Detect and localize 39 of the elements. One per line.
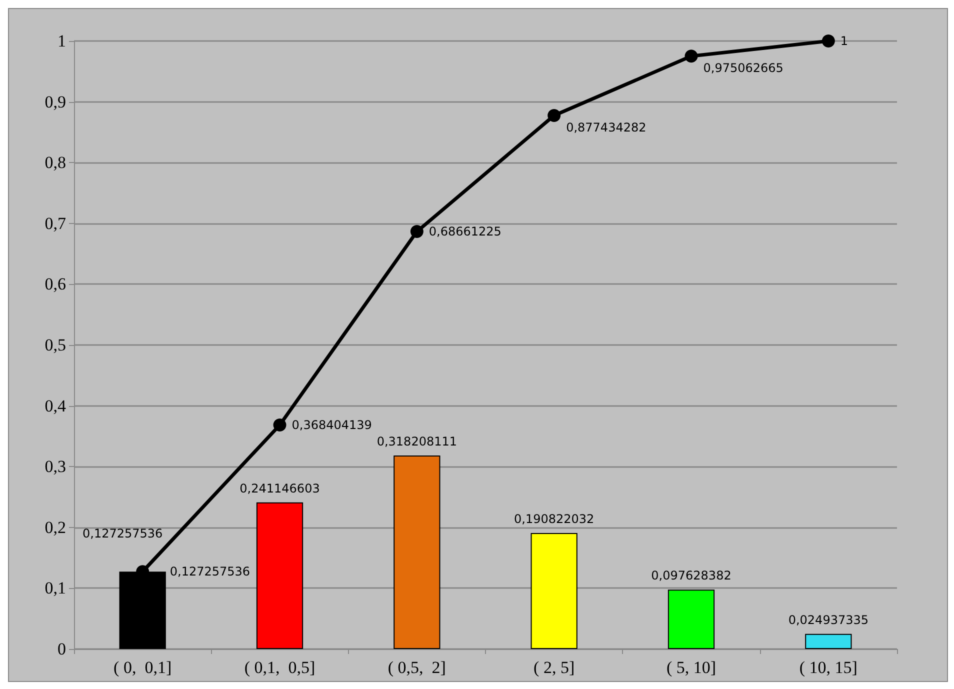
point <box>410 225 424 238</box>
data-label: 0,127257536 <box>82 526 163 541</box>
bar <box>256 502 304 649</box>
y-tick-label: 0,6 <box>44 274 66 294</box>
y-tick-label: 0,2 <box>44 518 66 537</box>
data-label: 0,975062665 <box>703 61 784 76</box>
data-label: 0,097628382 <box>651 568 732 583</box>
data-label: 0,318208111 <box>376 434 458 449</box>
data-label: 0,024937335 <box>788 612 869 627</box>
bar <box>805 634 852 649</box>
y-tick-label: 0,3 <box>44 457 66 476</box>
y-tick-label: 0,9 <box>44 92 66 112</box>
point <box>822 34 835 48</box>
data-label: 0,368404139 <box>292 418 372 432</box>
x-tick-label: ( 10, 15] <box>799 658 858 677</box>
bar <box>668 590 715 649</box>
x-tick-label: ( 0,1, 0,5] <box>244 658 316 677</box>
data-label: 1 <box>840 34 848 48</box>
data-label: 0,68661225 <box>428 224 502 239</box>
data-label: 0,877434282 <box>566 120 646 135</box>
x-tick-label: ( 5, 10] <box>666 658 716 677</box>
y-tick-label: 1 <box>58 32 66 50</box>
y-tick-label: 0,5 <box>44 336 66 354</box>
y-tick-label: 0,8 <box>44 153 66 172</box>
x-tick-label: ( 2, 5] <box>534 658 575 677</box>
bar <box>530 532 578 649</box>
y-tick-label: 0,1 <box>44 578 66 598</box>
point <box>684 50 698 63</box>
x-tick-label: ( 0,5, 2] <box>388 658 446 677</box>
y-tick-label: 0,4 <box>44 396 66 416</box>
point <box>273 418 286 432</box>
y-tick-label: 0 <box>58 640 66 658</box>
data-label: 0,241146603 <box>240 481 320 496</box>
x-tick-label: ( 0, 0,1] <box>114 658 172 677</box>
data-label: 0,190822032 <box>514 512 594 526</box>
bar <box>394 456 440 649</box>
data-label: 0,127257536 <box>170 564 250 579</box>
point <box>548 109 561 122</box>
y-tick-label: 0,7 <box>44 214 66 233</box>
